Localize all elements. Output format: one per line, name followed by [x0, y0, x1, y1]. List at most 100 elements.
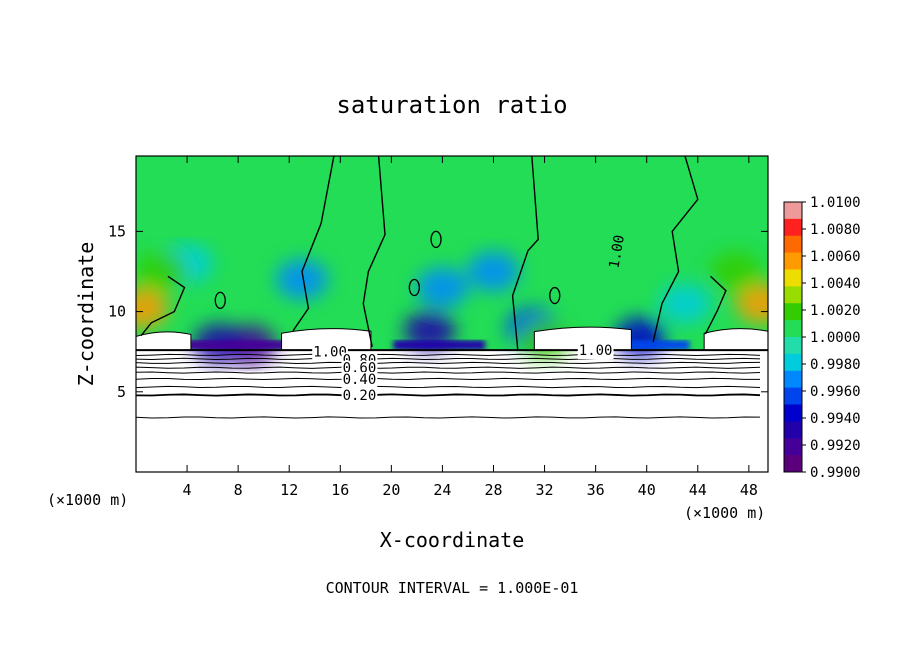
contour-level-0.4	[136, 377, 761, 381]
y-tick-label: 15	[108, 222, 126, 240]
x-unit-left: (×1000 m)	[47, 491, 128, 509]
x-tick-label: 36	[587, 481, 605, 499]
contour-labels: 1.001.00 1.000.800.600.400.20	[312, 234, 628, 405]
contour-1.00-ring-1	[214, 291, 226, 310]
contour-label-background	[312, 344, 348, 361]
y-tick-label: 5	[117, 383, 126, 401]
x-tick-label: 48	[740, 481, 758, 499]
colorbar-label: 1.0000	[810, 330, 861, 346]
colorbar-label: 0.9980	[810, 357, 861, 373]
contour-label-background	[341, 371, 378, 388]
colorbar-swatch	[784, 269, 802, 287]
contour-1.00-outline-1	[362, 156, 386, 348]
colorbar-label: 0.9900	[810, 465, 861, 481]
colorbar-label: 1.0040	[810, 276, 861, 292]
contour-label: 0.20	[343, 388, 377, 404]
x-tick-label: 12	[280, 481, 298, 499]
contour-level-0.3	[136, 385, 761, 389]
contour-interval-note: CONTOUR INTERVAL = 1.000E-01	[326, 579, 579, 597]
y-axis-ticks: 5 10 15	[108, 222, 768, 401]
contour-1.00-outline-2	[292, 156, 335, 332]
field-anomaly-12	[710, 251, 763, 292]
contour-label: 0.40	[343, 372, 377, 388]
contour-1.00-ring-0	[408, 278, 420, 297]
field-anomaly-7	[467, 251, 520, 292]
contour-1.00-outline-4	[704, 275, 727, 335]
colorbar-label: 0.9920	[810, 438, 861, 454]
field-anomaly-11	[735, 283, 768, 324]
colorbar-swatch	[784, 303, 802, 321]
colorbar-label: 1.0020	[810, 303, 861, 319]
contour-1.00-outline-0	[511, 156, 539, 351]
field-anomaly-5	[275, 259, 328, 300]
colorbar-label: 1.0100	[810, 195, 861, 211]
x-tick-label: 28	[484, 481, 502, 499]
contour-level-0.8	[136, 357, 761, 361]
x-tick-label: 24	[433, 481, 451, 499]
contour-label: 1.00	[313, 345, 347, 361]
colorbar-label: 1.0060	[810, 249, 861, 265]
contour-1.00-ring-3	[549, 286, 561, 305]
x-tick-label: 8	[234, 481, 243, 499]
colorbar-swatch	[784, 370, 802, 389]
colorbar-swatch	[784, 421, 802, 439]
colorbar-swatch	[784, 387, 802, 405]
chart-title: saturation ratio	[336, 91, 567, 119]
contour-lines	[136, 156, 768, 419]
colorbar-swatch	[784, 438, 802, 456]
contour-level-0.1	[136, 416, 761, 419]
contour-label: 1.00	[606, 234, 628, 270]
x-unit-right: (×1000 m)	[684, 504, 765, 522]
x-tick-label: 32	[536, 481, 554, 499]
colorbar-swatch	[784, 202, 802, 220]
colorbar-swatch	[784, 353, 802, 372]
colorbar-swatch	[784, 235, 802, 254]
colorbar-swatch	[784, 337, 802, 355]
contour-level-0.6	[136, 366, 761, 369]
clear-air-patch-0	[136, 331, 192, 351]
field-base-anomaly-4	[629, 340, 690, 351]
colorbar-label: 0.9940	[810, 411, 861, 427]
colorbar-swatch	[784, 252, 802, 270]
clear-air-patch-1	[281, 328, 372, 351]
x-tick-label: 44	[689, 481, 707, 499]
contour-label-background	[577, 343, 614, 360]
colorbar-label: 0.9960	[810, 384, 861, 400]
x-tick-label: 20	[382, 481, 400, 499]
contour-level-0.5	[136, 371, 761, 374]
field-base-anomaly-3	[425, 340, 486, 351]
field-anomaly-9	[659, 283, 712, 324]
colorbar-label: 1.0080	[810, 222, 861, 238]
contour-1.00-outline-3	[652, 156, 699, 343]
saturation-field	[136, 156, 768, 366]
y-axis-label: Z-coordinate	[74, 242, 98, 387]
x-tick-label: 4	[183, 481, 192, 499]
x-axis-label: X-coordinate	[380, 528, 525, 552]
contour-level-0.2	[136, 393, 761, 397]
field-base-anomaly-2	[393, 340, 454, 351]
field-base-anomaly-1	[227, 340, 288, 351]
contour-1.00-outline-5	[140, 275, 186, 337]
plot-frame	[135, 155, 769, 473]
plot-area	[136, 156, 768, 472]
contour-level-0.9	[136, 353, 761, 357]
colorbar-swatch	[784, 455, 802, 473]
field-anomaly-6	[416, 267, 469, 308]
clear-air-patch-3	[703, 328, 768, 351]
contour-label-background	[341, 388, 378, 405]
x-tick-label: 16	[331, 481, 349, 499]
colorbar-swatch	[784, 320, 802, 338]
colorbar-swatch	[784, 218, 802, 237]
y-tick-label: 10	[108, 303, 126, 321]
field-anomaly-13	[136, 251, 188, 292]
field-base-region	[136, 156, 768, 351]
x-tick-label: 40	[638, 481, 656, 499]
contour-label: 1.00	[579, 343, 613, 359]
colorbar-swatch	[784, 404, 802, 422]
x-axis-ticks: 4 8 12 16 20 24 28 32 36 40 44 48	[183, 156, 758, 499]
field-base-anomaly-0	[176, 340, 237, 351]
contour-level-0.7	[136, 361, 761, 365]
contour-1.00-ring-2	[430, 230, 442, 249]
field-near-base-anomalies	[176, 340, 690, 351]
